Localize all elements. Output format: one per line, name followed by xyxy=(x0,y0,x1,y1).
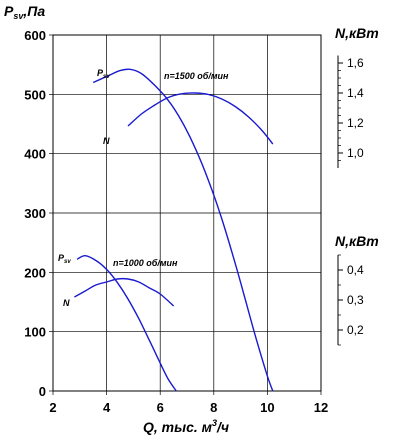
y-tick-label: 200 xyxy=(24,265,46,280)
psv-label-1000-main: P xyxy=(58,253,65,263)
right-axis-bottom: 0,2 0,3 0,4 xyxy=(337,254,364,346)
psv-label-1500-sub: sv xyxy=(103,74,110,80)
right-bottom-tick-label: 0,4 xyxy=(347,263,364,277)
x-tick-label: 6 xyxy=(157,400,164,415)
y-axis-title-sub: sv xyxy=(13,11,24,21)
y-tick-label: 400 xyxy=(24,147,46,162)
grid-lines xyxy=(53,35,321,391)
x-tick-label: 2 xyxy=(49,400,56,415)
y-axis-ticks: 0 100 200 300 400 500 600 xyxy=(24,28,53,399)
right-bottom-tick-label: 0,2 xyxy=(347,323,364,337)
annotation-n1500: n=1500 об/мин xyxy=(164,71,229,81)
right-top-tick-label: 1,6 xyxy=(347,56,364,70)
right-top-tick-label: 1,2 xyxy=(347,116,364,130)
n-label-1500: N xyxy=(103,136,110,146)
right-axis-title-bottom: N,кВт xyxy=(335,233,379,249)
y-axis-title-suffix: ,Па xyxy=(22,3,45,19)
psv-label-1500-main: P xyxy=(97,68,104,78)
right-top-tick-label: 1,4 xyxy=(347,86,364,100)
right-axis-title-top: N,кВт xyxy=(335,25,379,41)
right-axis-top: 1,0 1,2 1,4 1,6 xyxy=(337,55,364,168)
y-tick-label: 500 xyxy=(24,87,46,102)
y-tick-label: 0 xyxy=(39,384,46,399)
curve-psv-1500 xyxy=(92,68,274,392)
x-tick-label: 8 xyxy=(210,400,217,415)
n-label-1000: N xyxy=(63,298,70,308)
x-axis-ticks: 2 4 6 8 10 12 xyxy=(49,391,328,415)
x-tick-label: 4 xyxy=(103,400,111,415)
curve-n-1500 xyxy=(127,92,274,145)
curve-psv-1000 xyxy=(76,255,177,392)
y-tick-label: 600 xyxy=(24,28,46,43)
curves xyxy=(74,68,274,392)
y-tick-label: 300 xyxy=(24,206,46,221)
x-tick-label: 12 xyxy=(314,400,328,415)
curve-n-1000 xyxy=(74,277,175,307)
x-axis-title-sup: 3 xyxy=(212,418,217,428)
y-tick-label: 100 xyxy=(24,325,46,340)
x-tick-label: 10 xyxy=(260,400,274,415)
y-axis-title-main: P xyxy=(4,3,14,19)
annotation-n1000: n=1000 об/мин xyxy=(113,258,178,268)
right-bottom-tick-label: 0,3 xyxy=(347,293,364,307)
psv-label-1000: Psv xyxy=(58,253,71,265)
right-top-tick-label: 1,0 xyxy=(347,146,364,160)
psv-label-1500: Psv xyxy=(97,68,110,80)
x-axis-title-main: Q, тыс. м xyxy=(143,419,213,435)
x-axis-title-suffix: /ч xyxy=(216,419,229,435)
y-axis-title: Psv,Па xyxy=(4,3,45,21)
psv-label-1000-sub: sv xyxy=(64,259,71,265)
x-axis-title: Q, тыс. м3/ч xyxy=(143,418,229,435)
